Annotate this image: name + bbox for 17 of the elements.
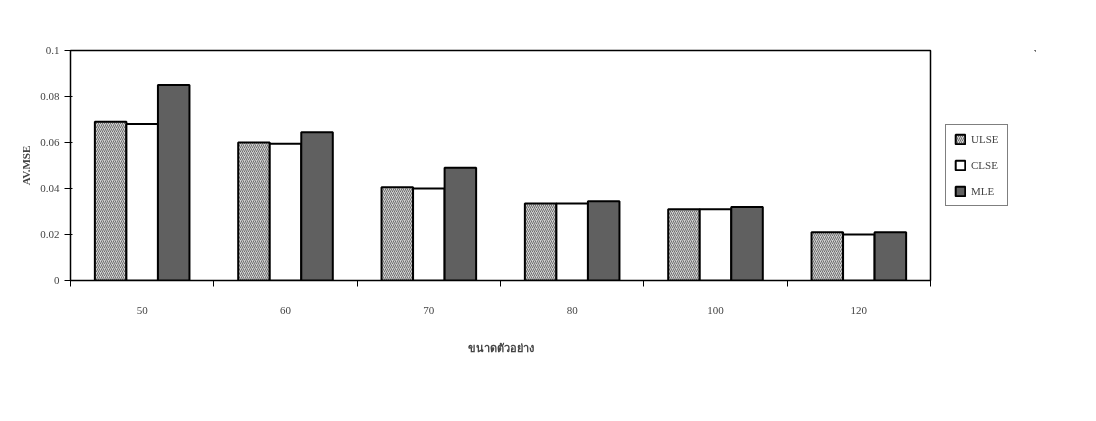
x-tick-label: 50 — [136, 303, 149, 316]
x-tick-label: 120 — [850, 303, 868, 316]
y-tick-label: 0.02 — [40, 228, 60, 240]
y-tick-label: 0.06 — [40, 136, 60, 148]
legend-label: CLSE — [971, 159, 998, 171]
x-tick-label: 80 — [566, 303, 579, 316]
x-tick-label: 70 — [423, 303, 435, 316]
y-tick-label: 0.1 — [45, 44, 60, 56]
x-tick-label: 60 — [280, 303, 292, 316]
legend-label: ULSE — [971, 133, 999, 145]
y-tick-label: 0 — [54, 274, 60, 286]
y-tick-label: 0.04 — [40, 182, 60, 194]
y-axis-title: AV.MSE — [20, 145, 33, 186]
y-tick-label: 0.08 — [40, 90, 60, 102]
legend-label: MLE — [971, 185, 995, 197]
x-axis-title: ขนาดตัวอย่าง — [467, 341, 534, 354]
x-tick-label: 100 — [707, 303, 725, 316]
